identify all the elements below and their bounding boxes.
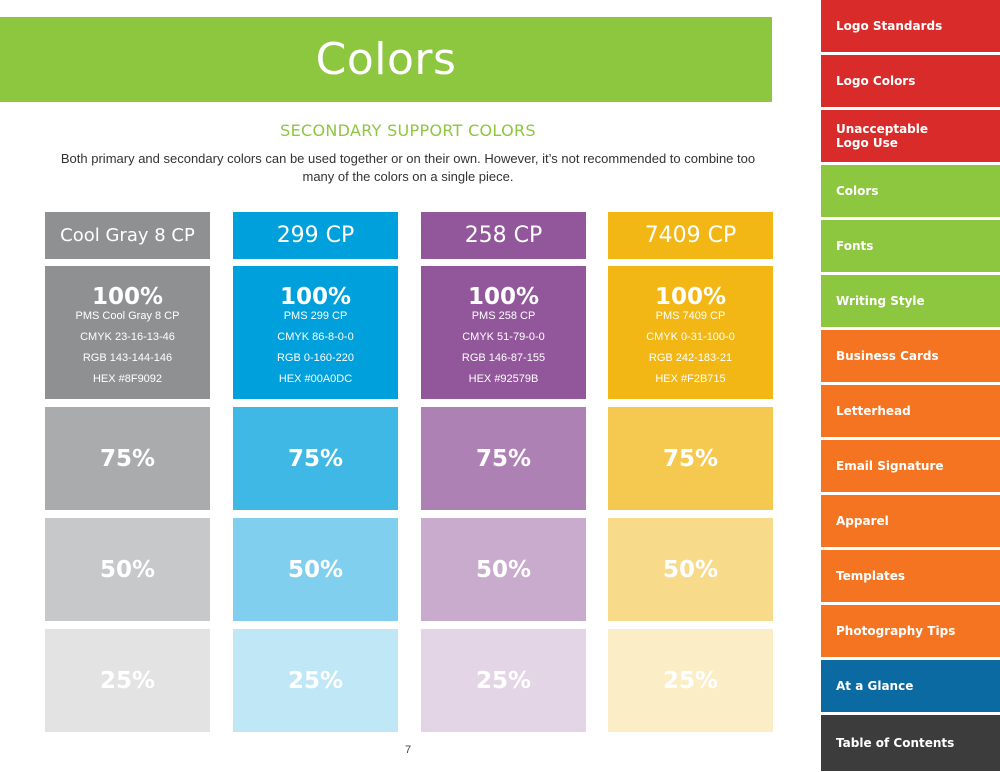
swatch-tint-75: 75%	[608, 407, 773, 510]
swatch-percent: 100%	[279, 284, 352, 310]
swatch-percent: 100%	[91, 284, 164, 310]
swatch-hex: HEX #00A0DC	[278, 373, 353, 385]
sidebar-item-apparel[interactable]: Apparel	[821, 495, 1000, 547]
sidebar-item-photography-tips[interactable]: Photography Tips	[821, 605, 1000, 657]
sidebar-item-logo-standards[interactable]: Logo Standards	[821, 0, 1000, 52]
swatch-tint-75: 75%	[421, 407, 586, 510]
sidebar-item-unacceptable-logo-use[interactable]: Unacceptable Logo Use	[821, 110, 1000, 162]
swatch-header: Cool Gray 8 CP	[45, 212, 210, 259]
swatch-pms: PMS 7409 CP	[655, 310, 726, 322]
swatch-rgb: RGB 242-183-21	[648, 352, 733, 364]
sidebar-item-letterhead[interactable]: Letterhead	[821, 385, 1000, 437]
swatch-percent: 100%	[654, 284, 727, 310]
swatch-pms: PMS Cool Gray 8 CP	[75, 310, 180, 322]
swatch-cmyk: CMYK 86-8-0-0	[277, 331, 354, 343]
swatch-pms: PMS 258 CP	[471, 310, 536, 322]
swatch-header: 299 CP	[233, 212, 398, 259]
swatch-tint-25: 25%	[421, 629, 586, 732]
swatch-tint-25: 25%	[608, 629, 773, 732]
sidebar-item-logo-colors[interactable]: Logo Colors	[821, 55, 1000, 107]
swatch-header: 258 CP	[421, 212, 586, 259]
swatch-hex: HEX #F2B715	[655, 373, 726, 385]
swatch-cmyk: CMYK 0-31-100-0	[646, 331, 735, 343]
page-number: 7	[404, 744, 412, 756]
sidebar-item-business-cards[interactable]: Business Cards	[821, 330, 1000, 382]
swatch-tint-50: 50%	[233, 518, 398, 621]
sidebar-item-fonts[interactable]: Fonts	[821, 220, 1000, 272]
swatch-hex: HEX #92579B	[468, 373, 539, 385]
swatch-tint-50: 50%	[45, 518, 210, 621]
swatch-percent: 100%	[467, 284, 540, 310]
swatch-column-cool-gray: Cool Gray 8 CP 100% PMS Cool Gray 8 CP C…	[45, 212, 210, 732]
swatch-tint-75: 75%	[45, 407, 210, 510]
sidebar-item-colors[interactable]: Colors	[821, 165, 1000, 217]
swatch-tint-75: 75%	[233, 407, 398, 510]
section-heading: SECONDARY SUPPORT COLORS	[280, 121, 536, 140]
swatch-rgb: RGB 143-144-146	[82, 352, 173, 364]
title-band: Colors	[0, 17, 772, 102]
swatch-cmyk: CMYK 23-16-13-46	[80, 331, 175, 343]
swatch-column-299: 299 CP 100% PMS 299 CP CMYK 86-8-0-0 RGB…	[233, 212, 398, 732]
sidebar-item-email-signature[interactable]: Email Signature	[821, 440, 1000, 492]
swatch-100: 100% PMS 7409 CP CMYK 0-31-100-0 RGB 242…	[608, 266, 773, 399]
swatch-100: 100% PMS 299 CP CMYK 86-8-0-0 RGB 0-160-…	[233, 266, 398, 399]
swatch-tint-25: 25%	[45, 629, 210, 732]
sidebar-item-table-of-contents[interactable]: Table of Contents	[821, 715, 1000, 771]
sidebar-item-templates[interactable]: Templates	[821, 550, 1000, 602]
swatch-cmyk: CMYK 51-79-0-0	[462, 331, 545, 343]
sidebar-item-writing-style[interactable]: Writing Style	[821, 275, 1000, 327]
sidebar-item-at-a-glance[interactable]: At a Glance	[821, 660, 1000, 712]
swatch-tint-25: 25%	[233, 629, 398, 732]
swatch-100: 100% PMS 258 CP CMYK 51-79-0-0 RGB 146-8…	[421, 266, 586, 399]
section-description: Both primary and secondary colors can be…	[60, 151, 756, 184]
swatch-tint-50: 50%	[608, 518, 773, 621]
swatch-rgb: RGB 146-87-155	[461, 352, 546, 364]
swatch-pms: PMS 299 CP	[283, 310, 348, 322]
swatch-header: 7409 CP	[608, 212, 773, 259]
swatch-rgb: RGB 0-160-220	[276, 352, 355, 364]
swatch-column-7409: 7409 CP 100% PMS 7409 CP CMYK 0-31-100-0…	[608, 212, 773, 732]
swatch-tint-50: 50%	[421, 518, 586, 621]
page-title: Colors	[315, 34, 457, 85]
swatch-hex: HEX #8F9092	[92, 373, 163, 385]
swatch-column-258: 258 CP 100% PMS 258 CP CMYK 51-79-0-0 RG…	[421, 212, 586, 732]
swatch-100: 100% PMS Cool Gray 8 CP CMYK 23-16-13-46…	[45, 266, 210, 399]
sidebar-nav: Logo Standards Logo Colors Unacceptable …	[821, 0, 1000, 772]
